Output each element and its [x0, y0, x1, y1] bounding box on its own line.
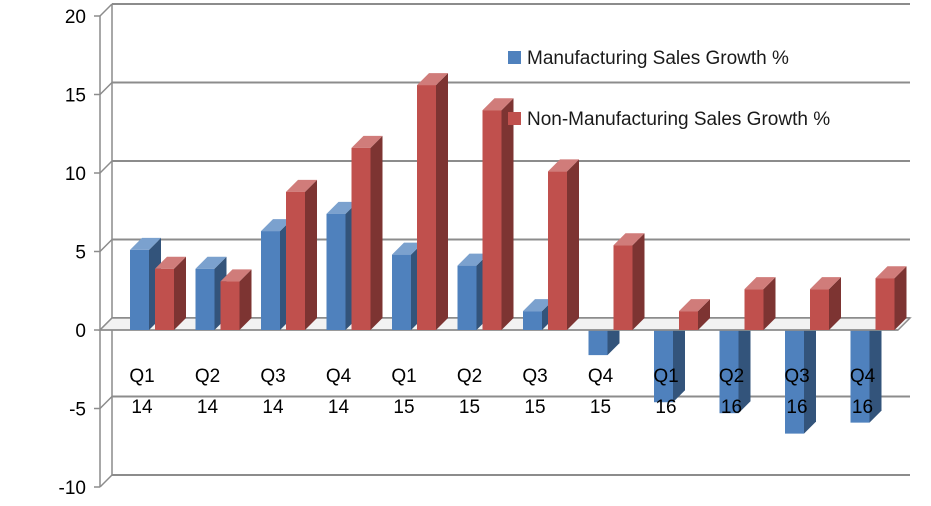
legend-swatch — [508, 112, 521, 125]
x-tick-label: 14 — [328, 397, 350, 418]
x-tick-label: 15 — [393, 397, 414, 418]
legend-label: Non-Manufacturing Sales Growth % — [527, 109, 830, 130]
bar-series2-2 — [220, 269, 252, 330]
x-tick-label: 14 — [262, 397, 284, 418]
bar-series2-10 — [744, 277, 776, 330]
gridline-connector — [99, 395, 113, 410]
x-tick-label: 15 — [590, 397, 611, 418]
x-tick-label: 16 — [852, 397, 873, 418]
bar-series2-4 — [351, 135, 383, 330]
positive-bars-layer — [130, 73, 907, 330]
x-tick-label: Q3 — [522, 366, 547, 387]
x-tick-label: 16 — [721, 397, 742, 418]
gridline-connector — [99, 81, 113, 96]
x-tick-label: Q4 — [850, 366, 876, 387]
x-tick-label: Q2 — [719, 366, 744, 387]
y-tick-label: 0 — [75, 321, 86, 342]
y-tick-label: 20 — [65, 7, 86, 28]
bar-series2-12 — [875, 266, 907, 330]
bar-series2-11 — [810, 277, 841, 330]
x-tick-label: Q3 — [260, 366, 285, 387]
gridline-connector — [99, 3, 113, 17]
x-tick-label: 16 — [655, 397, 676, 418]
y-axis-tick-labels: -10 -5 0 5 10 15 20 — [59, 7, 86, 499]
x-tick-label: Q4 — [588, 366, 614, 387]
x-tick-label: Q3 — [784, 366, 809, 387]
bar-series2-9 — [679, 299, 710, 330]
bar-series2-1 — [155, 256, 186, 330]
x-tick-label: 14 — [131, 397, 153, 418]
x-tick-label: Q1 — [129, 366, 154, 387]
x-tick-label: Q1 — [391, 366, 416, 387]
bar-series2-8 — [613, 233, 645, 330]
gridline-connector — [99, 160, 113, 174]
x-axis-tick-labels: Q1 14 Q2 14 Q3 14 Q4 14 Q1 15 Q2 15 Q3 15 Q4 15 Q1 16 Q2 16… — [129, 366, 875, 418]
x-tick-label: 15 — [524, 397, 545, 418]
gridline-connector — [99, 474, 113, 488]
y-tick-label: -10 — [59, 478, 86, 499]
bar-series2-3 — [286, 179, 317, 330]
x-tick-label: Q4 — [326, 366, 352, 387]
y-tick-label: 15 — [65, 86, 86, 107]
legend-label: Manufacturing Sales Growth % — [527, 48, 789, 69]
legend: Manufacturing Sales Growth % Non-Manufact… — [508, 48, 830, 130]
legend-swatch — [508, 51, 521, 64]
y-tick-label: -5 — [69, 400, 86, 421]
x-tick-label: Q1 — [653, 366, 678, 387]
x-tick-label: 16 — [786, 397, 807, 418]
y-tick-label: 10 — [65, 164, 86, 185]
x-tick-label: Q2 — [457, 366, 482, 387]
y-tick-label: 5 — [75, 243, 86, 264]
x-tick-label: 14 — [197, 397, 219, 418]
bar-series2-6 — [482, 98, 514, 330]
x-tick-label: Q2 — [195, 366, 220, 387]
x-tick-label: 15 — [459, 397, 480, 418]
gridline-connector — [99, 238, 113, 253]
bar-series2-7 — [548, 159, 579, 330]
bar-series2-5 — [417, 73, 448, 330]
